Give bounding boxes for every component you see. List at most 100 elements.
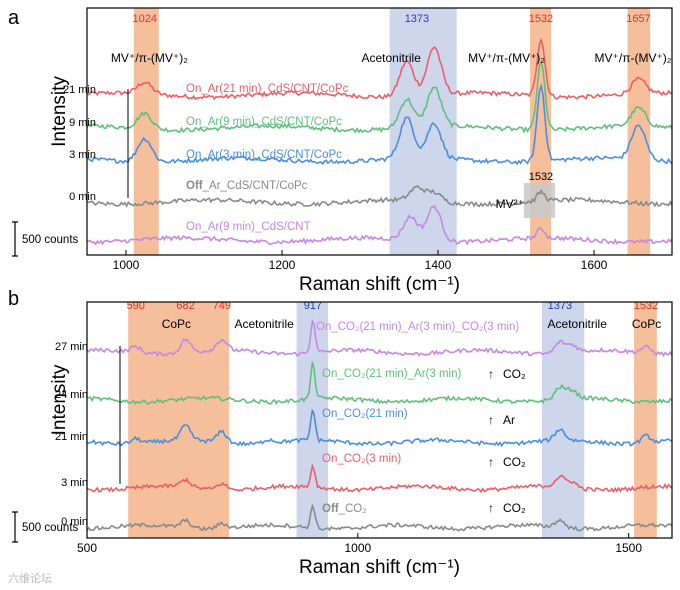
series-name: On_CO₂(3 min) [322,453,401,465]
y-axis-label: Intensity [49,364,70,435]
band-917 [296,302,329,538]
watermark: 六维论坛 [8,571,52,585]
peak-label: 749 [213,300,231,312]
series-label: On_Ar(9 min)_CdS/CNT [186,221,311,233]
series-line [86,59,673,134]
time-label: 3 min [61,477,88,489]
panel-b: b 27 min On_CO₂(21 min)_Ar(3 min)_CO₂(3 mi… [8,288,673,578]
scale-label: 500 counts [22,234,79,246]
time-label: 21 min [63,84,96,96]
annotation: Acetonitrile [548,317,608,331]
series-line [86,82,673,166]
annotation: MV²⁺ [496,197,524,211]
band-1532 [523,183,555,218]
annotation: Acetonitrile [234,317,294,331]
series-line [86,37,673,101]
time-label: 0 min [61,516,88,528]
peak-label: 1657 [626,13,650,25]
series-label: On_CO₂(21 min) [322,408,408,420]
series-name: On_Ar(21 min)_CdS/CNT/CoPc [186,83,349,95]
time-label: 21 min [55,431,88,443]
panel-letter: b [8,288,19,310]
series-line [86,409,673,448]
series-name: _Ar_CdS/CNT/CoPc [202,180,308,192]
band-1024 [133,8,159,255]
x-tick-label: 1500 [615,541,642,555]
gas-label: CO₂ [503,367,526,381]
annotation: MV⁺/π-(MV⁺)₂ [595,51,672,65]
annotation: MV⁺/π-(MV⁺)₂ [111,51,188,65]
x-tick-label: 1400 [425,258,452,272]
gas-arrow: ↑ [488,501,494,515]
series-line [86,318,673,358]
x-tick-label: 1200 [269,258,296,272]
gas-label: Ar [503,413,515,427]
gas-label: CO₂ [503,501,526,515]
band-1373 [389,8,457,255]
band-1657 [627,8,651,255]
y-axis-label: Intensity [49,76,70,147]
gas-arrow: ↑ [488,367,494,381]
peak-label: 1532 [529,171,553,183]
band-1532 [634,302,657,538]
gas-label: CO₂ [503,455,526,469]
time-label: 24 min [55,389,88,401]
series-name: On_Ar(3 min)_CdS/CNT/CoPc [186,149,342,161]
series-name: On_Ar(9 min)_CdS/CNT/CoPc [186,116,342,128]
peak-label: 1373 [548,300,572,312]
series-label: On_Ar(3 min)_CdS/CNT/CoPc [186,149,342,161]
panel-letter: a [8,7,20,29]
series-label: On_CO₂(3 min) [322,453,401,465]
series-name: _CO₂ [338,503,367,515]
series-name: On_CO₂(21 min) [322,408,408,420]
x-tick-label: 1000 [344,541,371,555]
time-label: 0 min [69,191,96,203]
scale-label: 500 counts [22,522,79,534]
peak-label: 1532 [529,13,553,25]
time-label: 9 min [69,117,96,129]
panel-a: a 21 min On_Ar(21 min)_CdS/CNT/CoPc 9 min On… [8,7,673,295]
series-label: On_Ar(21 min)_CdS/CNT/CoPc [186,83,349,95]
series-line [86,463,673,494]
axes-frame [86,7,673,256]
series-line [86,361,673,405]
annotation: Acetonitrile [362,51,422,65]
annotation: MV⁺/π-(MV⁺)₂ [468,51,545,65]
band-590 [128,302,229,538]
series-prefix: Off [322,503,339,515]
peak-label: 917 [304,300,322,312]
x-tick-label: 1600 [581,258,608,272]
peak-label: 1532 [634,300,658,312]
scale-bar [12,221,18,257]
series-label: On_Ar(9 min)_CdS/CNT/CoPc [186,116,342,128]
annotation: CoPc [632,317,661,331]
x-tick-label: 1000 [113,258,140,272]
gas-arrow: ↑ [488,413,494,427]
x-tick-label: 500 [77,541,97,555]
series-label: Off_Ar_CdS/CNT/CoPc [186,180,308,192]
peak-label: 682 [176,300,194,312]
band-1373 [542,302,585,538]
series-line [86,185,673,208]
time-label: 3 min [69,149,96,161]
series-label: On_CO₂(21 min)_Ar(3 min)_CO₂(3 min) [316,321,519,333]
axes-frame [86,301,673,539]
series-label: Off_CO₂ [322,503,367,515]
series-name: On_CO₂(21 min)_Ar(3 min)_CO₂(3 min) [316,321,519,333]
peak-label: 1024 [132,13,156,25]
scale-bar [12,511,18,543]
gas-arrow: ↑ [488,455,494,469]
series-name: On_CO₂(21 min)_Ar(3 min) [322,368,461,380]
series-line [86,503,673,532]
annotation: CoPc [162,317,191,331]
series-label: On_CO₂(21 min)_Ar(3 min) [322,368,461,380]
time-label: 27 min [55,341,88,353]
x-axis-label: Raman shift (cm⁻¹) [299,274,460,295]
x-axis-label: Raman shift (cm⁻¹) [299,557,460,578]
series-name: On_Ar(9 min)_CdS/CNT [186,221,311,233]
peak-label: 1373 [405,13,429,25]
peak-label: 590 [127,300,145,312]
series-prefix: Off [186,180,203,192]
series-line [86,205,673,246]
